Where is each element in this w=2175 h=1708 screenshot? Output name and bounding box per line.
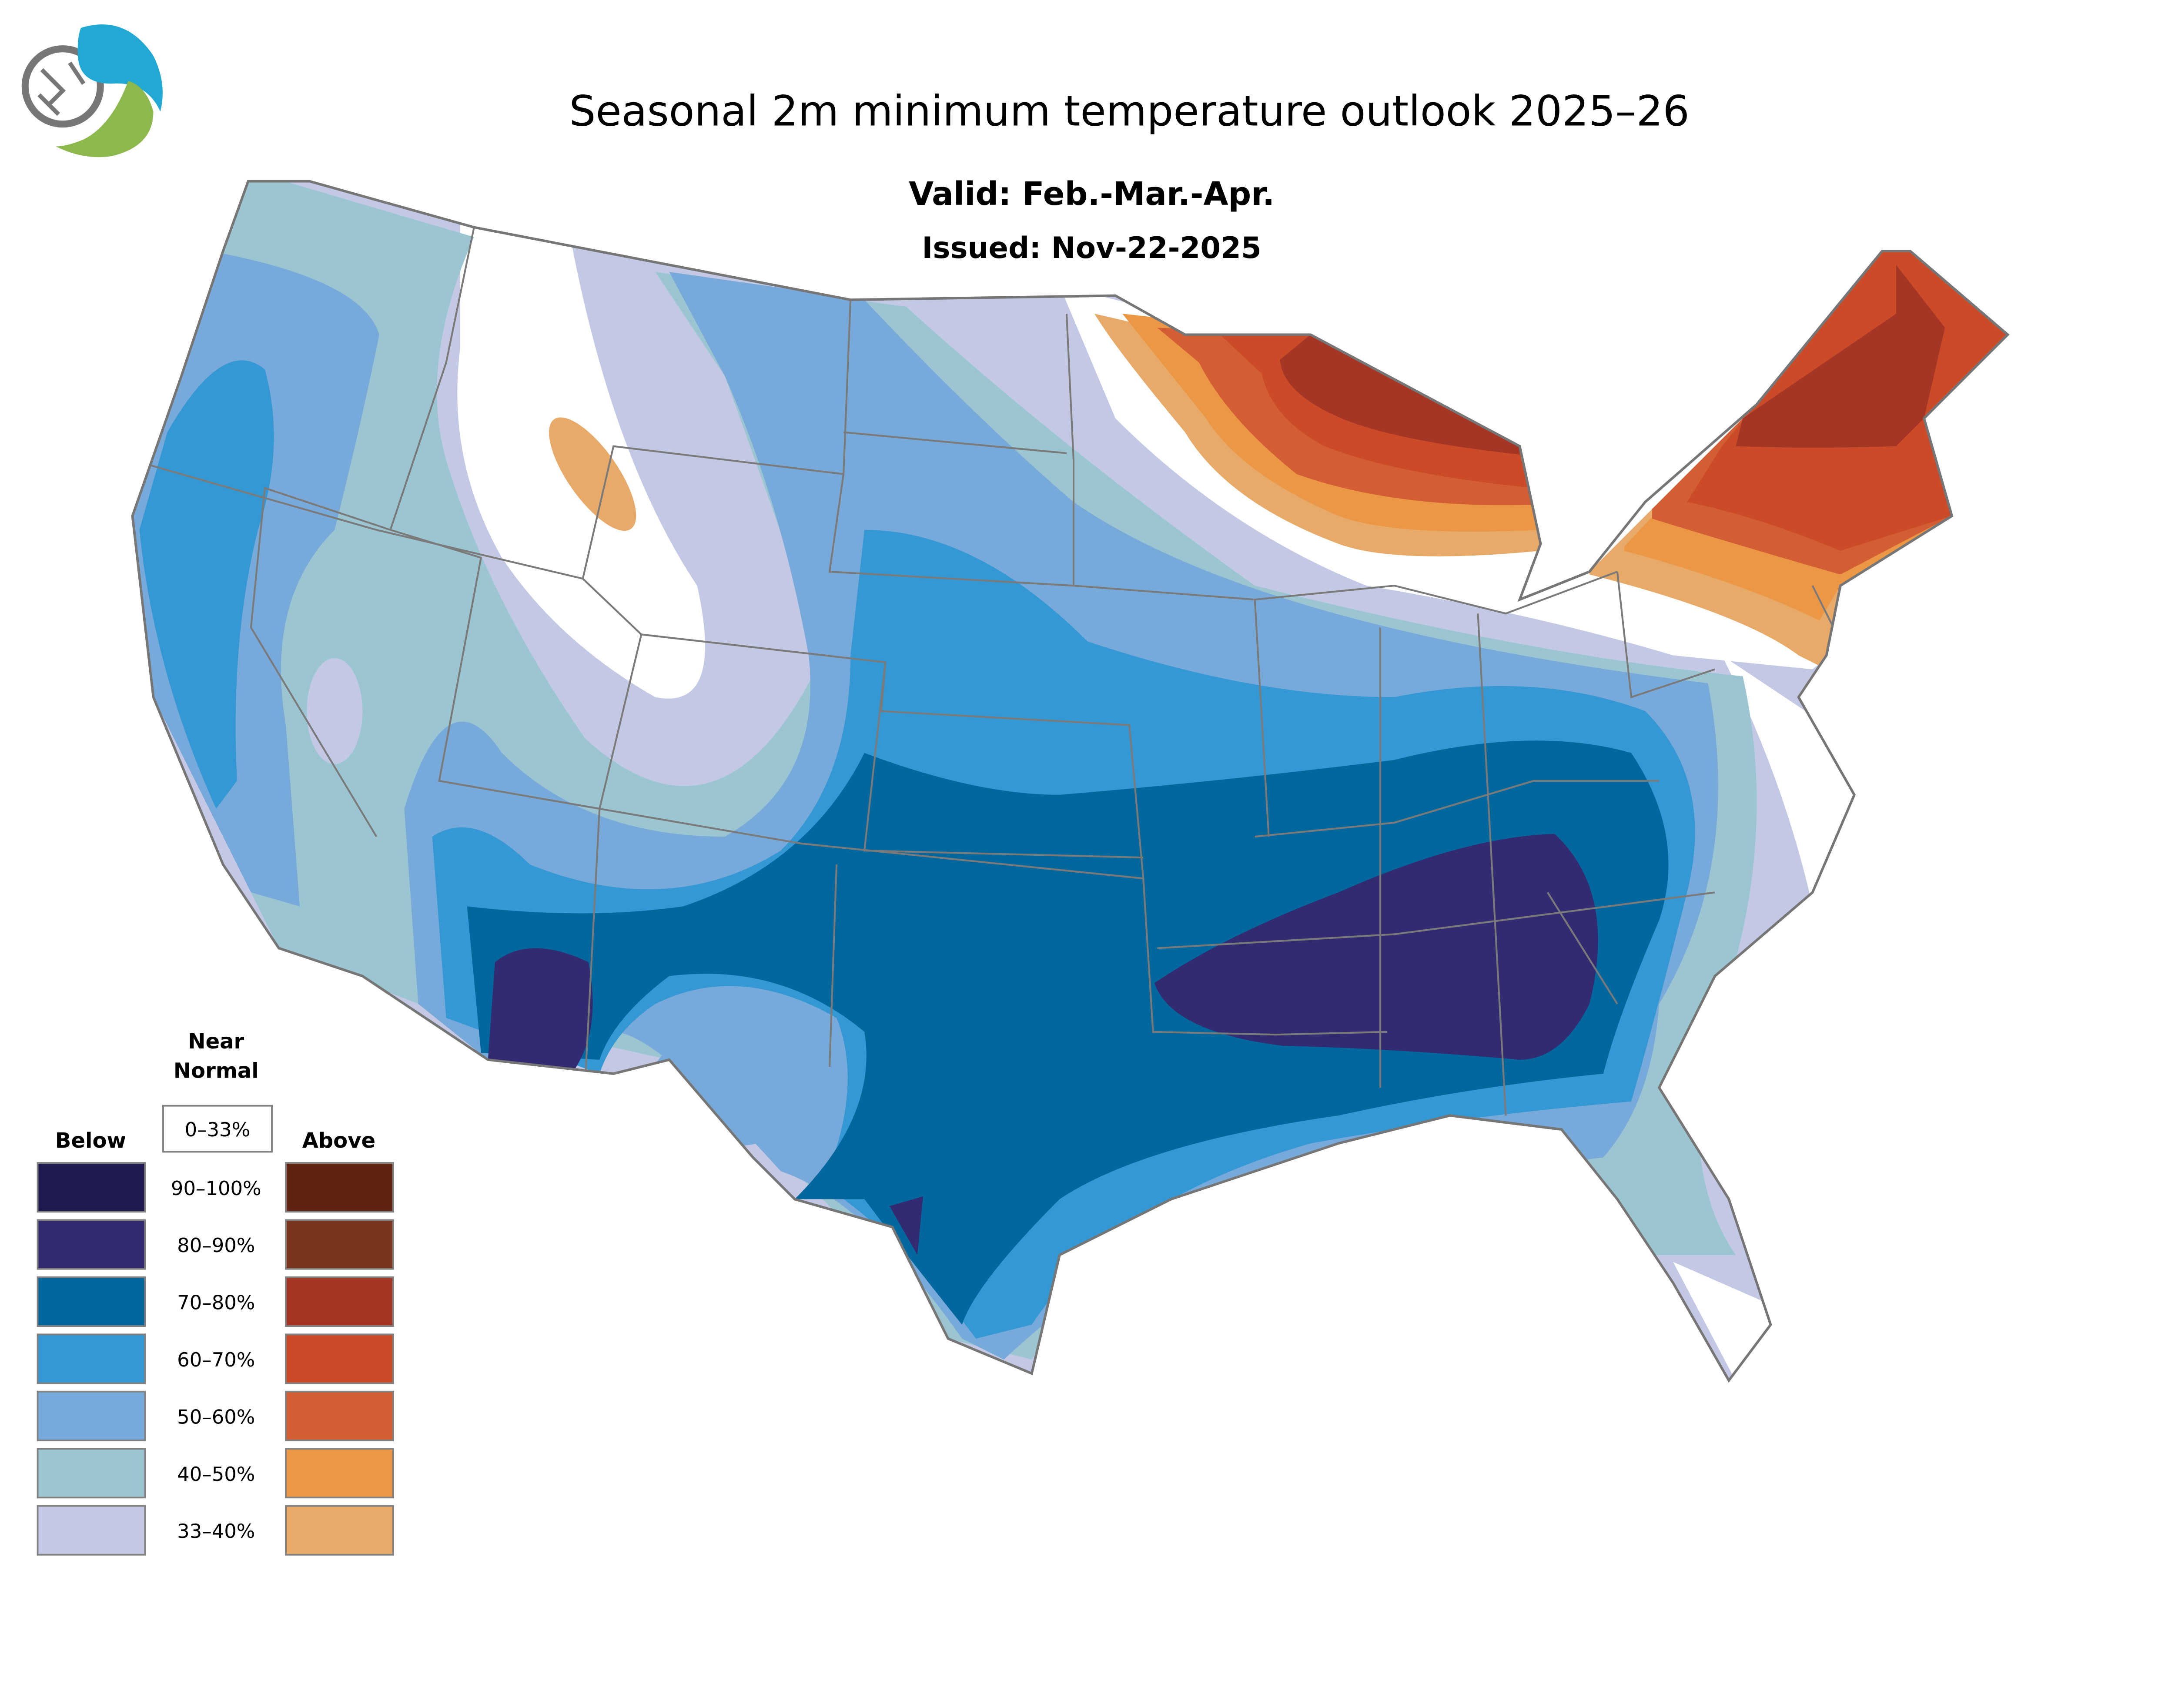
- below-33-40-region-nevada: [307, 658, 363, 764]
- legend-range-label: 80–90%: [177, 1234, 255, 1257]
- legend-below-swatch: [37, 1162, 146, 1213]
- above-70-80-region-midwest: [1280, 335, 1520, 455]
- legend-above-swatch: [285, 1448, 394, 1499]
- water-icon: [77, 24, 163, 112]
- legend-below-swatch: [37, 1333, 146, 1384]
- legend-near-normal-label-line2: Normal: [174, 1059, 259, 1083]
- legend-above-swatch: [285, 1162, 394, 1213]
- legend-rows: 90–100% 80–90% 70–80% 60–70% 50–60% 40–50% 33–…: [37, 1162, 394, 1556]
- below-50-60-region-texas: [648, 1029, 816, 1146]
- near-normal-region-east: [1722, 655, 1868, 907]
- above-33-40-region-idaho: [549, 417, 636, 531]
- legend-range-label: 50–60%: [177, 1405, 255, 1428]
- legend-above-swatch: [285, 1276, 394, 1327]
- leaf-icon: [56, 80, 154, 157]
- legend-above-swatch: [285, 1333, 394, 1384]
- above-70-80-region-northeast: [1736, 265, 1945, 448]
- legend-range-label: 60–70%: [177, 1348, 255, 1371]
- map-title: Seasonal 2m minimum temperature outlook …: [569, 87, 1690, 135]
- legend-near-normal-range: 0–33%: [185, 1118, 251, 1141]
- below-80-90-region-arizona: [488, 948, 593, 1074]
- legend-range-label: 90–100%: [171, 1177, 261, 1200]
- legend: Near Normal 0–33% Below Above 90–100% 80–…: [37, 1029, 394, 1556]
- circuit-drop-icon: [21, 45, 104, 128]
- below-80-90-region-southeast: [1154, 834, 1598, 1060]
- legend-near-normal-label-line1: Near: [188, 1029, 244, 1054]
- logo: [21, 24, 163, 157]
- legend-range-label: 70–80%: [177, 1291, 255, 1314]
- legend-range-label: 33–40%: [177, 1520, 255, 1543]
- legend-below-label: Below: [55, 1129, 126, 1153]
- legend-near-normal-swatch: [162, 1105, 273, 1153]
- legend-below-swatch: [37, 1390, 146, 1441]
- state-boundaries: [132, 227, 1855, 1116]
- legend-above-label: Above: [302, 1129, 376, 1153]
- circuit-lines-icon: [37, 61, 86, 116]
- valid-period: Valid: Feb.-Mar.-Apr.: [909, 176, 1275, 213]
- legend-below-swatch: [37, 1448, 146, 1499]
- outlook-map-figure: Seasonal 2m minimum temperature outlook …: [21, 24, 2175, 1556]
- legend-above-swatch: [285, 1390, 394, 1441]
- legend-range-label: 40–50%: [177, 1463, 255, 1486]
- below-80-90-region-texas: [889, 1196, 923, 1255]
- legend-below-swatch: [37, 1219, 146, 1270]
- legend-above-swatch: [285, 1219, 394, 1270]
- legend-below-swatch: [37, 1505, 146, 1556]
- legend-above-swatch: [285, 1505, 394, 1556]
- issued-date: Issued: Nov-22-2025: [922, 231, 1261, 265]
- legend-below-swatch: [37, 1276, 146, 1327]
